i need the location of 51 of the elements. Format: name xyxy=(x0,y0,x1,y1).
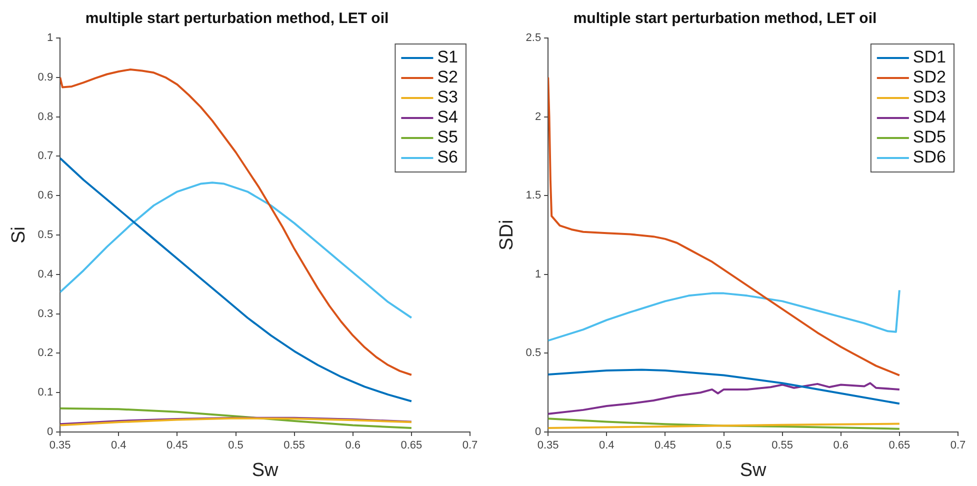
x-tick-label: 0.65 xyxy=(400,440,422,452)
x-tick-label: 0.4 xyxy=(599,440,614,452)
legend-label: SD6 xyxy=(912,148,946,167)
y-tick-label: 0.6 xyxy=(38,190,54,202)
legend-label: SD5 xyxy=(912,128,946,147)
legend-label: S6 xyxy=(437,148,458,167)
y-tick-label: 0.1 xyxy=(38,386,54,399)
y-tick-label: 0.5 xyxy=(38,229,54,242)
y-axis-title: SDi xyxy=(496,220,518,250)
legend-label: SD4 xyxy=(912,108,946,127)
y-tick-label: 0 xyxy=(534,426,542,438)
y-tick-label: 0.4 xyxy=(38,268,54,280)
x-axis-title: Sw xyxy=(252,460,279,481)
legend-label: SD3 xyxy=(912,88,946,107)
y-tick-label: 2 xyxy=(534,110,542,123)
y-tick-label: 0.2 xyxy=(38,347,54,360)
x-tick-label: 0.4 xyxy=(111,440,126,452)
legend-label: S4 xyxy=(437,108,458,127)
y-axis-title: Si xyxy=(8,226,30,244)
legend-label: SD1 xyxy=(912,48,946,67)
x-tick-label: 0.7 xyxy=(950,440,966,452)
legend-label: S2 xyxy=(437,68,458,87)
y-tick-label: 1 xyxy=(534,268,542,280)
x-tick-label: 0.35 xyxy=(537,440,559,452)
legend-label: S1 xyxy=(437,48,458,67)
x-axis-title: Sw xyxy=(740,460,767,481)
y-tick-label: 2.5 xyxy=(526,32,542,44)
x-tick-label: 0.55 xyxy=(772,440,794,452)
y-tick-label: 0.7 xyxy=(38,150,54,162)
y-tick-label: 0.9 xyxy=(38,71,54,84)
y-tick-label: 1.5 xyxy=(526,190,542,202)
y-tick-label: 0.5 xyxy=(526,347,542,360)
legend-label: S5 xyxy=(437,128,458,147)
y-tick-label: 0.8 xyxy=(38,110,54,123)
legend-label: S3 xyxy=(437,88,458,107)
x-tick-label: 0.45 xyxy=(654,440,676,452)
y-tick-label: 0.3 xyxy=(38,308,54,320)
y-tick-label: 0 xyxy=(46,426,54,438)
chart-title: multiple start perturbation method, LET oil xyxy=(573,10,877,28)
x-tick-label: 0.5 xyxy=(716,440,732,452)
x-tick-label: 0.35 xyxy=(49,440,71,452)
chart-title: multiple start perturbation method, LET oil xyxy=(85,10,389,28)
x-tick-label: 0.6 xyxy=(345,440,361,452)
x-tick-label: 0.6 xyxy=(833,440,849,452)
x-tick-label: 0.55 xyxy=(284,440,306,452)
x-tick-label: 0.65 xyxy=(888,440,910,452)
x-tick-label: 0.45 xyxy=(166,440,188,452)
legend-label: SD2 xyxy=(912,68,946,87)
y-tick-label: 1 xyxy=(46,32,54,44)
x-tick-label: 0.5 xyxy=(228,440,244,452)
x-tick-label: 0.7 xyxy=(462,440,478,452)
